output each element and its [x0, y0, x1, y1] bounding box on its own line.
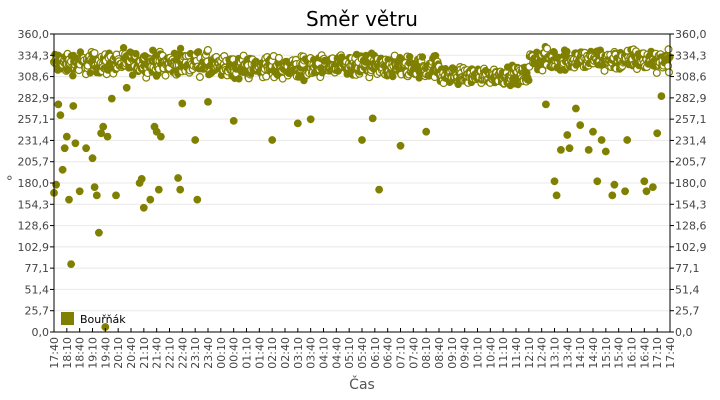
y-tick-label: 231,4	[18, 134, 50, 147]
x-tick-label: 21:40	[151, 337, 164, 369]
y-tick-label: 51,4	[675, 283, 700, 296]
x-tick-label: 16:10	[626, 337, 639, 369]
x-tick-label: 04:40	[330, 337, 343, 369]
x-tick-label: 15:10	[600, 337, 613, 369]
grid-lines	[54, 54, 670, 312]
x-tick-label: 12:40	[536, 337, 549, 369]
y-tick-label: 334,3	[675, 49, 707, 62]
y-tick-label: 154,3	[675, 198, 707, 211]
y-tick-label: 25,7	[675, 305, 700, 318]
x-tick-label: 09:40	[459, 337, 472, 369]
legend-label-bourňák: Bouřňák	[80, 313, 126, 326]
chart-title: Směr větru	[306, 7, 418, 31]
y-tick-label: 360,0	[675, 28, 707, 41]
y-axis-left: 0,0 25,7 51,4 77,1 102,9 128,6 154,3 180,0 205,7…	[18, 28, 54, 339]
y-tick-label: 51,4	[25, 283, 50, 296]
x-tick-label: 00:10	[215, 337, 228, 369]
y-axis-label: °	[6, 174, 13, 190]
x-tick-label: 14:40	[587, 337, 600, 369]
x-tick-label: 22:10	[164, 337, 177, 369]
y-tick-label: 257,1	[675, 113, 707, 126]
x-tick-label: 20:10	[112, 337, 125, 369]
x-tick-label: 01:10	[241, 337, 254, 369]
x-tick-label: 17:10	[651, 337, 664, 369]
y-axis-right: 0,0 25,7 51,4 77,1 102,9 128,6 154,3 180,0 205,7…	[670, 28, 707, 339]
y-tick-label: 77,1	[675, 262, 700, 275]
x-tick-label: 19:10	[87, 337, 100, 369]
x-tick-label: 20:40	[125, 337, 138, 369]
y-tick-label: 282,9	[18, 92, 50, 105]
x-tick-label: 05:40	[356, 337, 369, 369]
x-tick-label: 23:40	[202, 337, 215, 369]
x-tick-label: 07:40	[407, 337, 420, 369]
x-tick-label: 15:40	[613, 337, 626, 369]
x-tick-label: 13:10	[549, 337, 562, 369]
legend-swatch-bourňák	[61, 312, 74, 325]
x-tick-label: 10:40	[484, 337, 497, 369]
y-tick-label: 308,6	[675, 71, 707, 84]
x-tick-label: 02:10	[266, 337, 279, 369]
x-tick-label: 18:40	[74, 337, 87, 369]
y-tick-label: 282,9	[675, 92, 707, 105]
x-tick-label: 03:40	[305, 337, 318, 369]
x-tick-label: 02:40	[279, 337, 292, 369]
x-tick-label: 06:40	[382, 337, 395, 369]
y-tick-label: 205,7	[18, 156, 50, 169]
x-tick-label: 11:40	[510, 337, 523, 369]
y-tick-label: 257,1	[18, 113, 50, 126]
x-tick-label: 07:10	[395, 337, 408, 369]
x-tick-label: 17:40	[48, 337, 61, 369]
x-tick-label: 09:10	[446, 337, 459, 369]
x-tick-label: 14:10	[574, 337, 587, 369]
x-tick-label: 16:40	[638, 337, 651, 369]
y-tick-label: 128,6	[675, 220, 707, 233]
data-points	[49, 42, 674, 331]
y-tick-label: 180,0	[18, 177, 50, 190]
y-tick-label: 128,6	[18, 220, 50, 233]
x-tick-label: 22:40	[176, 337, 189, 369]
x-axis-label: Čas	[349, 375, 375, 393]
x-tick-label: 08:40	[433, 337, 446, 369]
x-tick-label: 11:10	[497, 337, 510, 369]
y-tick-label: 180,0	[675, 177, 707, 190]
y-tick-label: 205,7	[675, 156, 707, 169]
legend: Bouřňák	[61, 312, 126, 326]
y-tick-label: 360,0	[18, 28, 50, 41]
x-tick-label: 23:10	[189, 337, 202, 369]
y-tick-label: 0,0	[675, 326, 693, 339]
y-tick-label: 102,9	[675, 241, 707, 254]
x-tick-label: 21:10	[138, 337, 151, 369]
x-tick-label: 04:10	[318, 337, 331, 369]
x-tick-label: 06:10	[369, 337, 382, 369]
x-tick-label: 00:40	[228, 337, 241, 369]
y-tick-label: 25,7	[25, 305, 50, 318]
x-tick-label: 08:10	[420, 337, 433, 369]
y-tick-label: 102,9	[18, 241, 50, 254]
x-tick-label: 03:10	[292, 337, 305, 369]
y-tick-label: 0,0	[32, 326, 50, 339]
x-tick-label: 19:40	[99, 337, 112, 369]
x-tick-label: 10:10	[472, 337, 485, 369]
x-tick-label: 05:10	[343, 337, 356, 369]
y-tick-label: 154,3	[18, 198, 50, 211]
x-tick-label: 17:40	[664, 337, 677, 369]
x-tick-label: 18:10	[61, 337, 74, 369]
x-tick-label: 01:40	[253, 337, 266, 369]
x-axis: 17:40 18:10 18:40 19:10 19:40 20:10 20:40 21:10…	[48, 328, 677, 369]
y-tick-label: 231,4	[675, 134, 707, 147]
x-tick-label: 12:10	[523, 337, 536, 369]
x-tick-label: 13:40	[561, 337, 574, 369]
y-tick-label: 308,6	[18, 71, 50, 84]
y-tick-label: 334,3	[18, 49, 50, 62]
y-tick-label: 77,1	[25, 262, 50, 275]
